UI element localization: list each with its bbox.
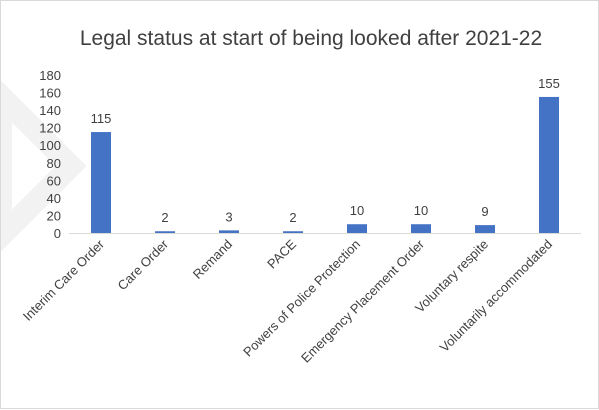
data-label: 3 xyxy=(225,209,232,224)
bar xyxy=(539,96,559,233)
y-tick-label: 80 xyxy=(47,156,61,171)
data-labels-group: 115 2 3 2 10 10 9 155 xyxy=(91,76,560,225)
y-tick-label: 180 xyxy=(39,68,61,83)
category-label: Voluntarily accommodated xyxy=(437,237,555,355)
category-label: Remand xyxy=(190,237,235,282)
y-tick-label: 120 xyxy=(39,121,61,136)
bar xyxy=(411,224,431,233)
y-tick-label: 60 xyxy=(47,173,61,188)
category-labels-group: Interim Care Order Care Order Remand PACEPo… xyxy=(20,236,555,366)
category-label: Emergency Placement Order xyxy=(298,236,428,366)
y-tick-label: 40 xyxy=(47,191,61,206)
bar xyxy=(475,225,495,233)
data-label: 115 xyxy=(91,111,112,126)
bar xyxy=(155,231,175,233)
y-axis-tick-labels: 0 20 40 60 80 100 120 140 160 180 xyxy=(39,68,61,241)
y-tick-label: 20 xyxy=(47,208,61,223)
y-tick-label: 0 xyxy=(54,226,61,241)
bar xyxy=(283,231,303,233)
data-label: 10 xyxy=(414,203,428,218)
chart-title: Legal status at start of being looked af… xyxy=(80,27,542,50)
category-label: PACE xyxy=(264,236,299,271)
y-tick-label: 140 xyxy=(39,103,61,118)
data-label: 155 xyxy=(538,76,560,91)
y-tick-label: 100 xyxy=(39,138,61,153)
watermark-chevron xyxy=(1,80,87,252)
data-label: 2 xyxy=(161,210,168,225)
bars-group xyxy=(91,96,559,233)
category-label: Powers of Police Protection xyxy=(240,237,363,360)
category-label: Care Order xyxy=(115,236,172,293)
category-label: Interim Care Order xyxy=(20,236,108,324)
y-tick-label: 160 xyxy=(39,86,61,101)
bar xyxy=(347,224,367,233)
data-label: 9 xyxy=(481,204,488,219)
bar xyxy=(91,132,111,233)
bar xyxy=(219,230,239,233)
data-label: 2 xyxy=(289,210,296,225)
data-label: 10 xyxy=(350,203,364,218)
